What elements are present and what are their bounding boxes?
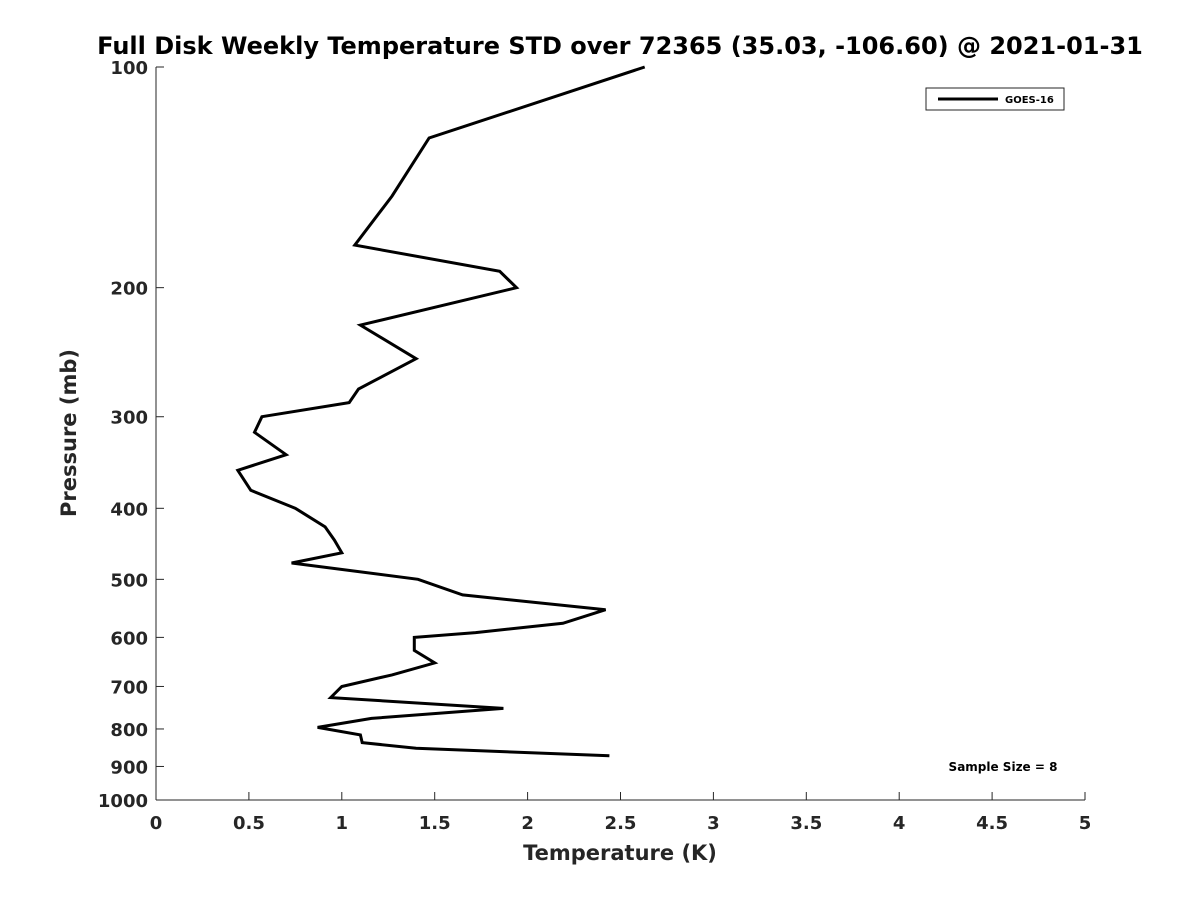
plot-area: 0 0.5 1 1.5 2 2.5 3 3.5 4 4.5 5 100 200 300 400 500 600… (98, 58, 1091, 834)
series-line-goes-16 (235, 65, 646, 758)
x-ticks: 0 0.5 1 1.5 2 2.5 3 3.5 4 4.5 5 (150, 792, 1092, 834)
series-layer (235, 65, 646, 758)
x-tick-label: 1.5 (419, 813, 451, 834)
x-tick-label: 0 (150, 813, 163, 834)
x-tick-label: 1 (336, 813, 349, 834)
y-tick-label: 300 (110, 408, 148, 429)
y-tick-label: 900 (110, 757, 148, 778)
chart-title: Full Disk Weekly Temperature STD over 72… (97, 32, 1143, 60)
y-tick-label: 1000 (98, 791, 148, 812)
y-tick-label: 500 (110, 570, 148, 591)
y-tick-label: 400 (110, 499, 148, 520)
y-ticks: 100 200 300 400 500 600 700 800 900 1000 (98, 58, 164, 812)
x-tick-label: 3 (707, 813, 720, 834)
x-tick-label: 0.5 (233, 813, 265, 834)
x-tick-label: 4 (893, 813, 906, 834)
y-axis-label: Pressure (mb) (57, 349, 81, 517)
legend-label-goes-16: GOES-16 (1005, 95, 1054, 106)
sample-size-annotation: Sample Size = 8 (949, 760, 1058, 774)
x-tick-label: 2.5 (605, 813, 637, 834)
x-tick-label: 3.5 (790, 813, 822, 834)
x-tick-label: 2 (521, 813, 534, 834)
y-tick-label: 600 (110, 628, 148, 649)
x-tick-label: 4.5 (976, 813, 1008, 834)
x-tick-label: 5 (1079, 813, 1092, 834)
legend: GOES-16 (925, 87, 1065, 111)
y-tick-label: 200 (110, 279, 148, 300)
x-axis-label: Temperature (K) (523, 841, 717, 865)
y-tick-label: 700 (110, 677, 148, 698)
y-tick-label: 100 (110, 58, 148, 79)
y-tick-label: 800 (110, 720, 148, 741)
